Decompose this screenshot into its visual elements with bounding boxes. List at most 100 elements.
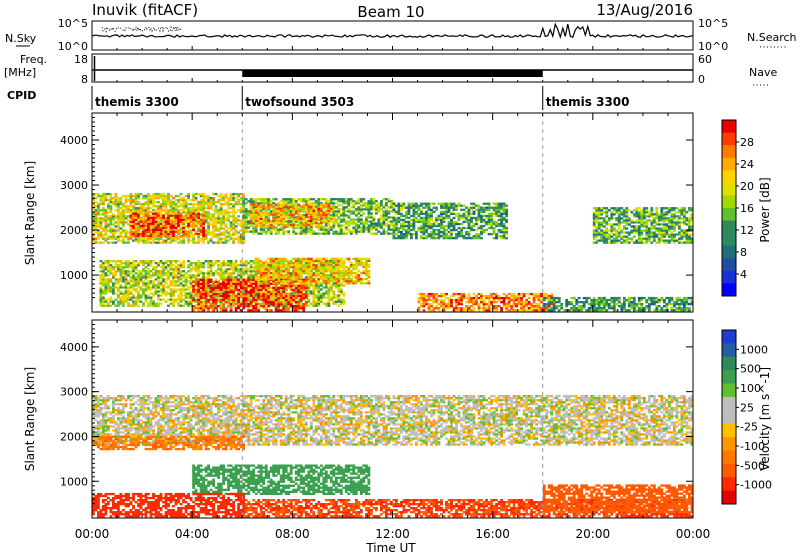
heatmap-cell [102, 270, 105, 273]
heatmap-cell [274, 290, 278, 294]
heatmap-cell [242, 262, 245, 265]
heatmap-cell [249, 217, 253, 220]
heatmap-cell [277, 286, 281, 290]
heatmap-cell [139, 286, 143, 289]
heatmap-cell [292, 282, 296, 285]
heatmap-cell [407, 204, 411, 207]
heatmap-cell [154, 234, 158, 238]
heatmap-cell [334, 232, 338, 235]
heatmap-cell [162, 194, 165, 198]
heatmap-cell [174, 225, 178, 228]
heatmap-cell [189, 220, 193, 223]
heatmap-cell [214, 207, 218, 210]
heatmap-cell [437, 218, 441, 222]
heatmap-cell [187, 209, 190, 212]
date-title: 13/Aug/2016 [596, 1, 693, 19]
heatmap-cell [317, 292, 321, 295]
heatmap-cell [262, 221, 266, 224]
heatmap-cell [162, 205, 165, 208]
heatmap-cell [149, 274, 153, 277]
heatmap-cell [167, 234, 170, 238]
heatmap-cell [142, 232, 145, 236]
heatmap-cell [217, 221, 220, 224]
heatmap-cell [124, 274, 128, 277]
heatmap-cell [460, 208, 463, 211]
heatmap-cell [132, 296, 135, 299]
heatmap-cell [302, 228, 306, 231]
heatmap-cell [164, 266, 168, 269]
heatmap-cell [154, 274, 158, 277]
heatmap-cell [162, 222, 165, 225]
heatmap-cell [167, 230, 170, 233]
heatmap-cell [465, 231, 468, 234]
heatmap-cell [309, 264, 313, 267]
heatmap-cell [117, 288, 120, 291]
heatmap-cell [377, 224, 381, 227]
heatmap-cell [342, 220, 346, 223]
heatmap-cell [187, 203, 190, 206]
heatmap-cell [344, 202, 348, 205]
heatmap-cell [124, 205, 128, 208]
heatmap-cell [397, 226, 401, 230]
heatmap-cell [317, 200, 321, 203]
heatmap-cell [365, 228, 368, 231]
heatmap-cell [199, 230, 203, 233]
heatmap-cell [370, 204, 373, 207]
heatmap-cell [199, 207, 203, 210]
heatmap-cell [289, 294, 293, 298]
cpid-segment-label: twofsound 3503 [245, 95, 354, 109]
heatmap-cell [332, 208, 336, 211]
heatmap-cell [232, 215, 235, 218]
heatmap-cell [92, 221, 95, 224]
heatmap-cell [109, 272, 113, 275]
heatmap-cell [267, 203, 271, 206]
heatmap-cell [312, 294, 316, 297]
heatmap-cell [362, 198, 366, 201]
heatmap-cell [194, 292, 198, 296]
heatmap-cell [344, 222, 348, 225]
heatmap-cell [405, 212, 408, 215]
heatmap-cell [122, 237, 125, 240]
heatmap-cell [362, 220, 366, 223]
heatmap-cell [247, 214, 251, 217]
heatmap-cell [299, 223, 303, 227]
heatmap-cell [372, 208, 376, 211]
heatmap-cell [405, 206, 408, 209]
heatmap-cell [299, 220, 303, 223]
heatmap-cell [129, 266, 133, 269]
heatmap-cell [430, 208, 433, 211]
heatmap-cell [367, 208, 371, 211]
heatmap-cell [139, 288, 143, 291]
heatmap-cell [142, 217, 145, 220]
heatmap-cell [312, 218, 316, 221]
heatmap-cell [279, 209, 283, 212]
heatmap-cell [375, 210, 378, 213]
heatmap-cell [242, 298, 245, 302]
heatmap-cell [407, 202, 411, 205]
heatmap-cell [319, 272, 323, 275]
heatmap-cell [144, 218, 148, 221]
heatmap-cell [264, 211, 268, 214]
heatmap-cell [222, 300, 225, 303]
heatmap-cell [149, 197, 153, 200]
heatmap-cell [455, 214, 458, 218]
heatmap-cell [137, 274, 140, 277]
heatmap-cell [477, 210, 481, 213]
heatmap-cell [495, 222, 498, 226]
heatmap-cell [344, 232, 348, 235]
heatmap-cell [129, 292, 133, 295]
heatmap-cell [447, 235, 451, 238]
heatmap-cell [212, 213, 215, 216]
heatmap-cell [164, 217, 168, 220]
heatmap-cell [187, 294, 190, 297]
heatmap-cell [299, 209, 303, 212]
heatmap-cell [212, 223, 215, 226]
heatmap-cell [142, 276, 145, 279]
heatmap-cell [445, 216, 448, 220]
heatmap-cell [382, 222, 386, 225]
heatmap-cell [152, 239, 155, 242]
heatmap-cell [167, 266, 170, 269]
heatmap-cell [114, 203, 118, 206]
heatmap-cell [257, 215, 261, 218]
heatmap-cell [397, 218, 401, 222]
